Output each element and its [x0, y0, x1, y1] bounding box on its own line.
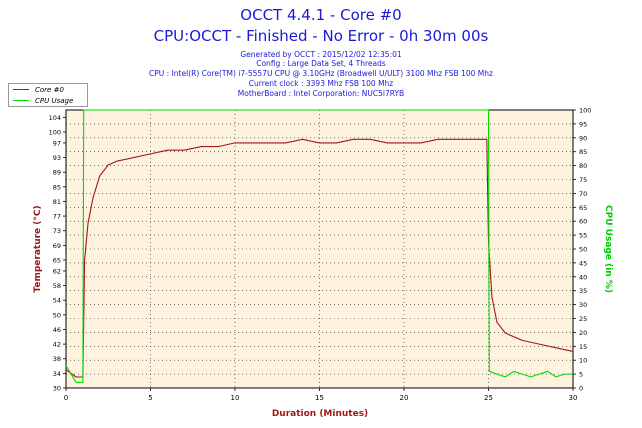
series-layer — [65, 109, 574, 383]
y-left-tick-label: 65 — [53, 256, 61, 264]
y-right-tick-label: 80 — [579, 162, 587, 170]
info-line-generated: Generated by OCCT : 2015/12/02 12:35:01 — [240, 50, 402, 59]
y-right-tick-label: 5 — [579, 371, 583, 379]
y-right-tick-label: 70 — [579, 190, 587, 198]
y-right-tick-label: 20 — [579, 329, 587, 337]
info-line-clock: Current clock : 3393 Mhz FSB 100 Mhz — [249, 79, 394, 88]
x-tick-label: 25 — [484, 394, 493, 402]
chart-title: OCCT 4.4.1 - Core #0 — [240, 6, 401, 24]
legend: Core #0 CPU Usage — [8, 83, 88, 107]
chart-subtitle: CPU:OCCT - Finished - No Error - 0h 30m … — [154, 27, 489, 45]
series-line-cpu-usage — [65, 109, 573, 383]
y-right-tick-label: 25 — [579, 315, 587, 323]
legend-label-cpu-usage: CPU Usage — [35, 96, 74, 105]
y-left-tick-label: 42 — [53, 341, 61, 349]
y-left-tick-label: 69 — [53, 242, 61, 250]
legend-item-core: Core #0 — [9, 84, 87, 95]
tick-labels: 0 5 10 15 20 25 303034384246505458626569737781… — [49, 107, 592, 403]
y-right-tick-label: 50 — [579, 246, 587, 254]
y-left-tick-label: 104 — [49, 114, 61, 122]
info-line-motherboard: MotherBoard : Intel Corporation: NUC5i7R… — [238, 89, 404, 98]
grid-lines — [66, 110, 573, 388]
legend-swatch-cpu-usage — [13, 100, 29, 101]
y-left-tick-label: 34 — [53, 370, 61, 378]
y-left-tick-label: 30 — [53, 385, 61, 393]
y-left-tick-label: 38 — [53, 355, 61, 363]
y-left-tick-label: 54 — [53, 297, 61, 305]
y-right-tick-label: 15 — [579, 343, 587, 351]
info-line-cpu: CPU : Intel(R) Core(TM) i7-5557U CPU @ 3… — [149, 69, 493, 78]
y-left-tick-label: 50 — [53, 311, 61, 319]
legend-item-cpu-usage: CPU Usage — [9, 95, 87, 106]
y-right-tick-label: 90 — [579, 134, 587, 142]
x-tick-label: 0 — [64, 394, 68, 402]
legend-label-core: Core #0 — [35, 85, 64, 94]
y-right-tick-label: 85 — [579, 148, 587, 156]
x-axis-label: Duration (Minutes) — [272, 409, 368, 419]
y-left-tick-label: 89 — [53, 169, 61, 177]
y-left-tick-label: 62 — [53, 267, 61, 275]
y-right-tick-label: 10 — [579, 357, 587, 365]
y-right-tick-label: 100 — [579, 107, 591, 115]
y-right-tick-label: 55 — [579, 232, 587, 240]
y-right-tick-label: 0 — [579, 385, 583, 393]
y-left-tick-label: 85 — [53, 183, 61, 191]
series-line-core — [65, 138, 574, 378]
y-right-tick-label: 75 — [579, 176, 587, 184]
y-left-tick-label: 93 — [53, 154, 61, 162]
y-axis-label-right: CPU Usage (in %) — [603, 205, 613, 293]
x-tick-label: 10 — [231, 394, 240, 402]
y-right-tick-label: 45 — [579, 259, 587, 267]
y-left-tick-label: 97 — [53, 139, 61, 147]
x-tick-label: 30 — [569, 394, 578, 402]
y-left-tick-label: 77 — [53, 213, 61, 221]
x-tick-label: 15 — [315, 394, 324, 402]
x-tick-label: 20 — [400, 394, 409, 402]
y-axis-label-left: Temperature (°C) — [33, 205, 43, 292]
y-left-tick-label: 58 — [53, 282, 61, 290]
y-right-tick-label: 30 — [579, 301, 587, 309]
y-right-tick-label: 95 — [579, 120, 587, 128]
y-left-tick-label: 73 — [53, 227, 61, 235]
y-right-tick-label: 60 — [579, 218, 587, 226]
y-left-tick-label: 100 — [49, 128, 61, 136]
y-right-tick-label: 65 — [579, 204, 587, 212]
info-line-config: Config : Large Data Set, 4 Threads — [256, 59, 386, 68]
y-left-tick-label: 46 — [53, 326, 61, 334]
y-right-tick-label: 40 — [579, 273, 587, 281]
x-tick-label: 5 — [148, 394, 152, 402]
y-left-tick-label: 81 — [53, 198, 61, 206]
legend-swatch-core — [13, 89, 29, 90]
y-right-tick-label: 35 — [579, 287, 587, 295]
